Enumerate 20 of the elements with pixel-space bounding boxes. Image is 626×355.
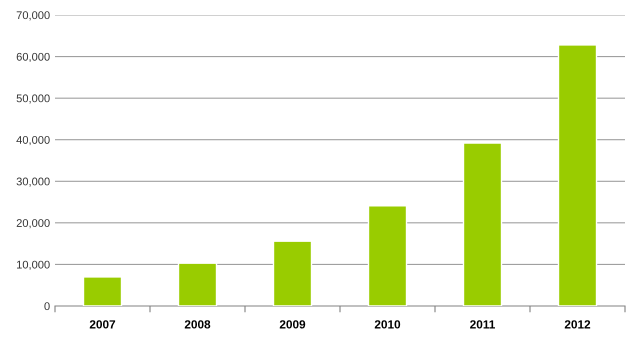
x-tick-label: 2012 — [564, 320, 590, 329]
y-tick-label: 10,000 — [17, 260, 50, 270]
y-tick-label: 40,000 — [16, 136, 50, 146]
bar — [272, 240, 312, 306]
x-tick-label: 2009 — [280, 320, 306, 329]
y-tick-label: 70,000 — [16, 11, 50, 20]
bar — [82, 276, 122, 306]
y-tick-label: 0 — [44, 302, 50, 310]
x-tick-label: 2010 — [374, 320, 400, 329]
y-tick-label: 30,000 — [16, 178, 50, 187]
x-tick-label: 2011 — [470, 320, 495, 329]
bar — [462, 142, 502, 306]
bar — [558, 44, 598, 306]
y-tick-label: 20,000 — [16, 219, 50, 228]
y-tick-label: 50,000 — [16, 94, 50, 104]
bar — [178, 262, 218, 306]
bar — [368, 205, 408, 306]
x-tick-label: 2007 — [90, 320, 116, 329]
x-tick-label: 2008 — [184, 320, 210, 329]
y-tick-label: 60,000 — [16, 52, 50, 62]
